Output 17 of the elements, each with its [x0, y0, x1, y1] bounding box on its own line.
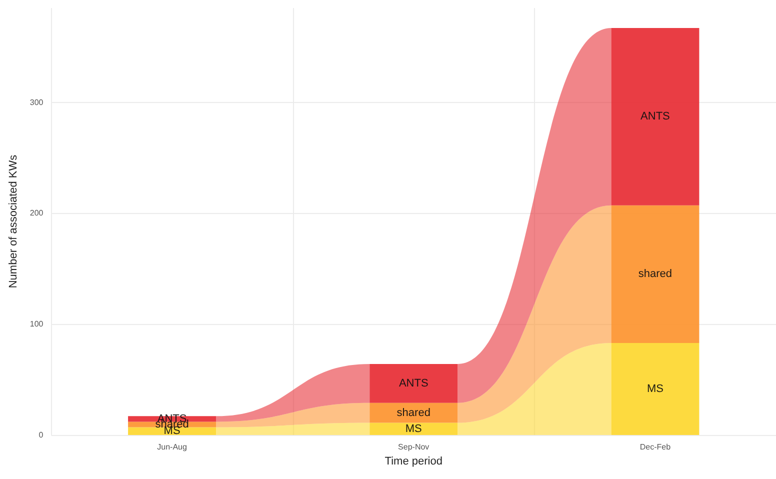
- bar: [611, 28, 700, 206]
- text: shared: [396, 406, 430, 419]
- series-label: MS: [405, 422, 422, 435]
- text: ANTS: [398, 377, 428, 390]
- x-tick-label: Dec-Feb: [640, 442, 672, 452]
- text: MS: [646, 382, 664, 395]
- x-tick-label: Sep-Nov: [398, 442, 430, 452]
- text: shared: [638, 268, 672, 280]
- x-axis-title: Time period: [384, 455, 442, 468]
- y-axis-title: Number of associated KWs: [8, 154, 20, 288]
- y-tick-label: 100: [30, 320, 44, 329]
- y-tick-label: 200: [30, 208, 44, 218]
- text: ANTS: [640, 110, 670, 123]
- x-tick-label: Jun-Aug: [157, 442, 187, 452]
- y-tick-label: 300: [30, 98, 44, 107]
- y-tick-label: 0: [38, 430, 44, 440]
- bar: [611, 205, 700, 343]
